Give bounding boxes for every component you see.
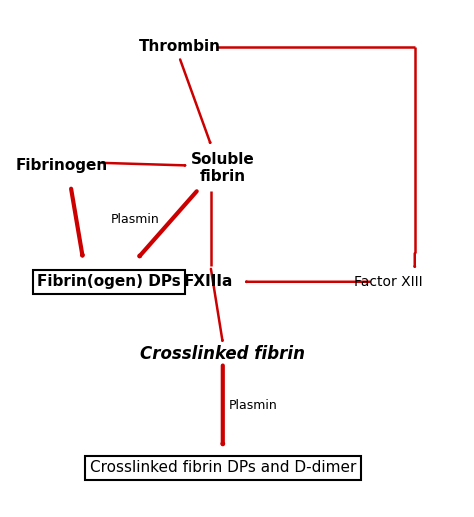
Text: FXIIIa: FXIIIa (184, 274, 233, 290)
Text: Fibrinogen: Fibrinogen (16, 158, 108, 173)
Text: Plasmin: Plasmin (111, 213, 159, 226)
Text: Fibrin(ogen) DPs: Fibrin(ogen) DPs (37, 274, 181, 290)
Text: Soluble
fibrin: Soluble fibrin (191, 152, 255, 184)
Text: Crosslinked fibrin DPs and D-dimer: Crosslinked fibrin DPs and D-dimer (90, 460, 356, 476)
Text: Crosslinked fibrin: Crosslinked fibrin (140, 345, 305, 363)
Text: Thrombin: Thrombin (139, 39, 221, 54)
Text: Factor XIII: Factor XIII (355, 275, 423, 289)
Text: Plasmin: Plasmin (229, 399, 278, 413)
